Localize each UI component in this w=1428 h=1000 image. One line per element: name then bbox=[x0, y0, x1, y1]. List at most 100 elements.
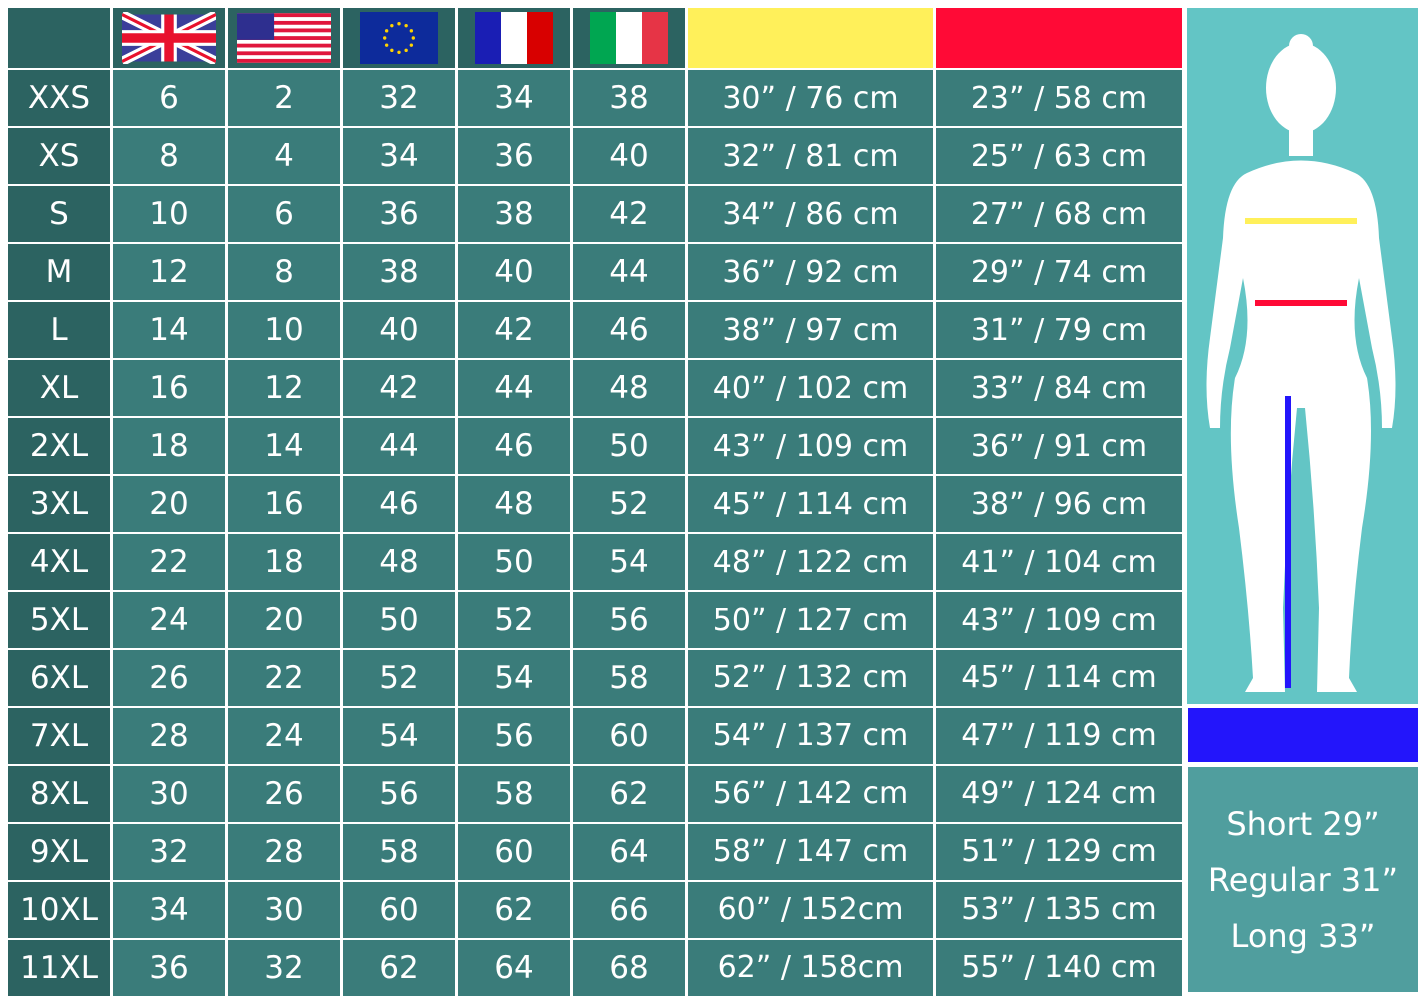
cell-waist: 41” / 104 cm bbox=[936, 534, 1182, 590]
cell-waist: 33” / 84 cm bbox=[936, 360, 1182, 416]
cell-size: XL bbox=[8, 360, 110, 416]
cell-size: 10XL bbox=[8, 882, 110, 938]
cell-eu: 58 bbox=[343, 824, 455, 880]
uk-flag-icon bbox=[122, 12, 216, 64]
cell-size: XXS bbox=[8, 70, 110, 126]
cell-eu: 42 bbox=[343, 360, 455, 416]
cell-chest: 52” / 132 cm bbox=[688, 650, 933, 706]
cell-waist: 51” / 129 cm bbox=[936, 824, 1182, 880]
cell-it: 50 bbox=[573, 418, 685, 474]
cell-chest: 54” / 137 cm bbox=[688, 708, 933, 764]
header-corner bbox=[8, 8, 110, 68]
waist-color-swatch bbox=[936, 8, 1182, 68]
cell-eu: 52 bbox=[343, 650, 455, 706]
inseam-color-swatch bbox=[1188, 708, 1418, 762]
cell-it: 38 bbox=[573, 70, 685, 126]
cell-uk: 6 bbox=[113, 70, 225, 126]
eu-flag-icon bbox=[360, 12, 438, 64]
cell-fr: 38 bbox=[458, 186, 570, 242]
cell-waist: 55” / 140 cm bbox=[936, 940, 1182, 996]
cell-waist: 53” / 135 cm bbox=[936, 882, 1182, 938]
cell-it: 46 bbox=[573, 302, 685, 358]
size-chart-table: XXS 6 2 32 34 38 30” / 76 cm 23” / 58 cm XS 8 4 34 3… bbox=[8, 8, 1182, 996]
cell-it: 62 bbox=[573, 766, 685, 822]
cell-fr: 42 bbox=[458, 302, 570, 358]
cell-size: 3XL bbox=[8, 476, 110, 532]
cell-waist: 31” / 79 cm bbox=[936, 302, 1182, 358]
length-long: Long 33” bbox=[1230, 916, 1376, 955]
cell-us: 26 bbox=[228, 766, 340, 822]
cell-waist: 25” / 63 cm bbox=[936, 128, 1182, 184]
cell-size: 5XL bbox=[8, 592, 110, 648]
cell-uk: 10 bbox=[113, 186, 225, 242]
header-waist bbox=[936, 8, 1182, 68]
cell-size: XS bbox=[8, 128, 110, 184]
italy-flag-icon bbox=[590, 12, 668, 64]
length-regular: Regular 31” bbox=[1207, 860, 1399, 899]
cell-us: 8 bbox=[228, 244, 340, 300]
cell-chest: 43” / 109 cm bbox=[688, 418, 933, 474]
cell-eu: 50 bbox=[343, 592, 455, 648]
cell-size: S bbox=[8, 186, 110, 242]
cell-size: L bbox=[8, 302, 110, 358]
cell-it: 64 bbox=[573, 824, 685, 880]
cell-fr: 44 bbox=[458, 360, 570, 416]
cell-waist: 49” / 124 cm bbox=[936, 766, 1182, 822]
header-fr bbox=[458, 8, 570, 68]
cell-eu: 38 bbox=[343, 244, 455, 300]
cell-eu: 48 bbox=[343, 534, 455, 590]
cell-us: 30 bbox=[228, 882, 340, 938]
cell-fr: 62 bbox=[458, 882, 570, 938]
cell-us: 22 bbox=[228, 650, 340, 706]
cell-uk: 36 bbox=[113, 940, 225, 996]
cell-eu: 54 bbox=[343, 708, 455, 764]
body-figure-panel bbox=[1187, 8, 1418, 704]
cell-uk: 12 bbox=[113, 244, 225, 300]
cell-it: 58 bbox=[573, 650, 685, 706]
cell-fr: 50 bbox=[458, 534, 570, 590]
cell-chest: 48” / 122 cm bbox=[688, 534, 933, 590]
cell-uk: 32 bbox=[113, 824, 225, 880]
cell-chest: 62” / 158cm bbox=[688, 940, 933, 996]
cell-fr: 54 bbox=[458, 650, 570, 706]
female-body-figure-icon bbox=[1206, 34, 1396, 692]
cell-fr: 56 bbox=[458, 708, 570, 764]
cell-chest: 32” / 81 cm bbox=[688, 128, 933, 184]
cell-fr: 58 bbox=[458, 766, 570, 822]
cell-fr: 40 bbox=[458, 244, 570, 300]
cell-it: 48 bbox=[573, 360, 685, 416]
cell-us: 32 bbox=[228, 940, 340, 996]
cell-uk: 18 bbox=[113, 418, 225, 474]
inseam-length-panel: Short 29” Regular 31” Long 33” bbox=[1188, 767, 1418, 992]
cell-chest: 56” / 142 cm bbox=[688, 766, 933, 822]
cell-chest: 40” / 102 cm bbox=[688, 360, 933, 416]
cell-it: 40 bbox=[573, 128, 685, 184]
cell-uk: 24 bbox=[113, 592, 225, 648]
cell-us: 12 bbox=[228, 360, 340, 416]
cell-us: 28 bbox=[228, 824, 340, 880]
cell-uk: 26 bbox=[113, 650, 225, 706]
cell-chest: 38” / 97 cm bbox=[688, 302, 933, 358]
cell-eu: 62 bbox=[343, 940, 455, 996]
cell-us: 10 bbox=[228, 302, 340, 358]
cell-it: 42 bbox=[573, 186, 685, 242]
header-it bbox=[573, 8, 685, 68]
cell-fr: 36 bbox=[458, 128, 570, 184]
cell-chest: 30” / 76 cm bbox=[688, 70, 933, 126]
cell-chest: 60” / 152cm bbox=[688, 882, 933, 938]
cell-it: 60 bbox=[573, 708, 685, 764]
cell-size: 8XL bbox=[8, 766, 110, 822]
cell-fr: 64 bbox=[458, 940, 570, 996]
cell-uk: 30 bbox=[113, 766, 225, 822]
cell-us: 18 bbox=[228, 534, 340, 590]
length-short: Short 29” bbox=[1226, 804, 1380, 843]
cell-waist: 38” / 96 cm bbox=[936, 476, 1182, 532]
cell-waist: 27” / 68 cm bbox=[936, 186, 1182, 242]
us-flag-icon bbox=[237, 13, 331, 63]
cell-us: 16 bbox=[228, 476, 340, 532]
cell-eu: 36 bbox=[343, 186, 455, 242]
cell-it: 54 bbox=[573, 534, 685, 590]
cell-eu: 32 bbox=[343, 70, 455, 126]
cell-chest: 45” / 114 cm bbox=[688, 476, 933, 532]
cell-uk: 22 bbox=[113, 534, 225, 590]
